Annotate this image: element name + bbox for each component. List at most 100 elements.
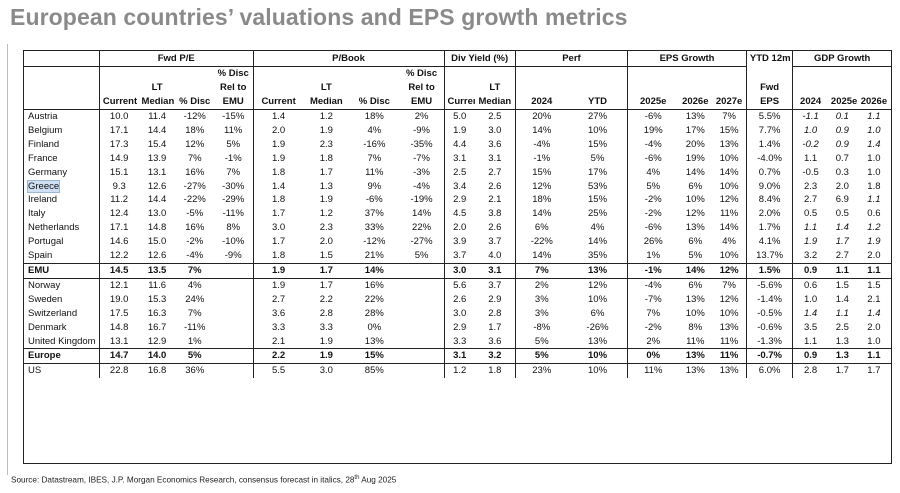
header-blank [24, 51, 100, 67]
table-cell: 2.3 [319, 222, 333, 234]
table-cell [399, 277, 445, 293]
header-cell: 2027e [712, 95, 747, 110]
header-cell: EMU [213, 95, 254, 110]
table-cell: 6.0% [746, 363, 794, 379]
table-cell [213, 320, 254, 335]
table-cell: 14% [678, 262, 713, 279]
table-cell: -11% [184, 321, 206, 333]
table-cell: 11% [365, 166, 384, 178]
row-label: EMU [24, 262, 100, 279]
table-cell: 13% [678, 363, 713, 379]
country-name: Austria [28, 111, 58, 122]
table-cell: 15.1 [109, 166, 129, 178]
table-cell: -27% [183, 180, 206, 192]
row-label: Denmark [24, 320, 100, 335]
table-row: Sweden 19.0 15.3 24% 2.7 2.2 22% 2.6 2.9 3% 10% -7%… [24, 292, 891, 307]
country-name: Belgium [28, 124, 63, 136]
table-cell: 14% [349, 262, 400, 279]
table-cell: 13% [567, 334, 629, 349]
header-cell [349, 81, 400, 95]
table-cell: 3.1 [444, 348, 475, 364]
table-cell: 15.4 [147, 138, 167, 150]
header-cell: Median [303, 95, 350, 110]
table-cell: 0% [627, 348, 679, 364]
table-cell: -22% [530, 236, 553, 248]
row-label: France [24, 151, 100, 166]
table-cell: 4% [367, 124, 382, 136]
header-cell [24, 66, 100, 81]
table-cell: 37% [364, 208, 384, 220]
table-cell: -1% [627, 262, 679, 279]
table-cell: 20% [685, 138, 705, 150]
table-cell: -12% [183, 111, 206, 122]
header-cell: Current [444, 95, 475, 110]
table-cell: 7.7% [746, 123, 794, 138]
table-cell: 11% [686, 335, 705, 347]
table-cell: 33% [364, 222, 384, 234]
table-cell: 6% [678, 277, 713, 293]
header-cell [678, 67, 712, 82]
table-cell: 14.4 [147, 194, 167, 206]
row-label: Italy [24, 207, 100, 222]
header-cell: Rel to [213, 81, 254, 95]
row-label: Sweden [24, 292, 100, 307]
table-cell: 2% [399, 109, 445, 124]
table-cell: 1.0 [867, 124, 881, 136]
table-cell: -6% [644, 152, 662, 164]
table-cell: 13.0 [147, 208, 167, 220]
header-cell: % Disc [399, 66, 445, 81]
table-cell: 10% [567, 348, 629, 364]
table-row: Switzerland 17.5 16.3 7% 3.6 2.8 28% 3.0 2.8 3% 6%… [24, 306, 891, 321]
country-name: Spain [28, 250, 53, 262]
header-cell [567, 66, 629, 81]
header-pbook: P/Book [253, 51, 445, 67]
table-cell: 8.4% [746, 193, 794, 208]
table-cell: 1.9 [253, 277, 304, 293]
header-fwd-pe: Fwd P/E [99, 51, 254, 67]
header-cell [628, 81, 679, 95]
table-cell: 3.7 [453, 250, 467, 262]
table-cell: 14.6 [109, 236, 129, 248]
table-cell: 18% [364, 111, 384, 122]
header-cell: Median [474, 95, 516, 110]
table-cell: 7% [712, 277, 747, 293]
table-cell: 1.8 [271, 166, 286, 178]
table-cell: 35% [567, 249, 629, 264]
table-cell: -1.4% [746, 292, 794, 307]
table-cell: 1.9 [303, 348, 350, 364]
header-cell: % Disc [213, 66, 254, 81]
table-cell: -0.5 [802, 166, 819, 178]
row-label: Austria [24, 109, 100, 124]
table-cell: 1.1 [867, 194, 881, 206]
table-cell: 7% [712, 109, 747, 124]
table-cell: 15% [712, 123, 747, 138]
table-cell: -26% [567, 320, 629, 335]
table-cell: 2.0 [867, 321, 881, 333]
row-label: Europe [24, 348, 100, 364]
table-cell: 1.1 [835, 307, 849, 319]
table-cell: 6% [688, 236, 703, 248]
table-cell: 7% [515, 262, 568, 279]
table-cell: 1.5 [827, 277, 857, 293]
row-label: US [24, 363, 100, 379]
table-cell: 53% [567, 179, 629, 194]
table-cell: 4.4 [453, 138, 467, 150]
country-name: Finland [28, 138, 60, 150]
table-cell: -5.6% [746, 277, 794, 293]
table-cell: 12% [712, 292, 747, 307]
country-name: Germany [28, 166, 68, 178]
row-label: Germany [24, 165, 100, 180]
table-cell: -0.2 [802, 138, 819, 150]
table-cell: 1.1 [804, 152, 818, 164]
table-cell: 14.8 [147, 222, 167, 234]
table-cell: 14% [567, 235, 629, 250]
header-cell [304, 67, 349, 82]
table-cell: 0.1 [835, 111, 849, 122]
table-cell: 0.9 [792, 348, 828, 364]
header-cell: 2024 [792, 95, 828, 110]
table-row: US 22.8 16.8 36% 5.5 3.0 85% 1.2 1.8 23% 10% 11% 13%… [24, 363, 891, 379]
table-cell: 22.8 [99, 363, 139, 379]
table-cell: 3.0 [474, 123, 516, 138]
table-cell: 1.2 [319, 208, 333, 220]
table-cell [213, 277, 254, 293]
